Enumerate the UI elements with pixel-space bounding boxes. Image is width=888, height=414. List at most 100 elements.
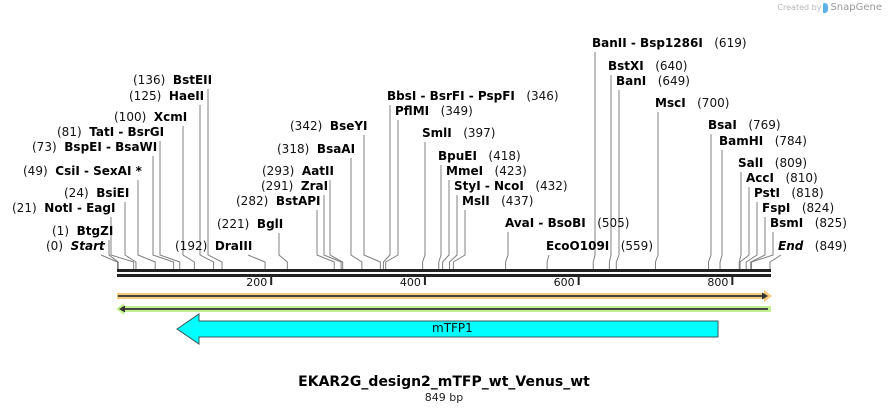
enzyme-site-label[interactable]: (21) NotI - EagI bbox=[12, 201, 115, 215]
enzyme-site-label[interactable]: BamHI (784) bbox=[719, 134, 807, 148]
site-position: (824) bbox=[801, 201, 835, 215]
site-enzyme-name: AvaI - BsoBI bbox=[505, 216, 586, 230]
enzyme-site-label[interactable]: (318) BsaAI bbox=[277, 142, 355, 156]
feature-mtfp1-arrow[interactable] bbox=[176, 313, 719, 345]
site-enzyme-name: XcmI bbox=[153, 110, 188, 124]
site-enzyme-name: MslI bbox=[462, 194, 490, 208]
site-position: (24) bbox=[64, 186, 89, 200]
snapgene-logo-icon bbox=[823, 2, 829, 13]
enzyme-site-label[interactable]: (291) ZraI bbox=[261, 179, 328, 193]
enzyme-site-label[interactable]: PflMI (349) bbox=[395, 104, 473, 118]
enzyme-site-label[interactable]: AvaI - BsoBI (505) bbox=[505, 216, 629, 230]
site-connector-line bbox=[363, 135, 381, 269]
enzyme-site-label[interactable]: MmeI (423) bbox=[446, 164, 527, 178]
site-position: (73) bbox=[32, 140, 57, 154]
site-connector-line bbox=[323, 195, 342, 269]
site-connector-line bbox=[152, 156, 175, 269]
site-enzyme-name: TatI - BsrGI bbox=[89, 125, 165, 139]
site-enzyme-name: MscI bbox=[655, 96, 686, 110]
site-enzyme-name: AccI bbox=[746, 171, 774, 185]
enzyme-site-label[interactable]: (192) DraIII bbox=[175, 239, 252, 253]
enzyme-site-label[interactable]: SmlI (397) bbox=[422, 126, 495, 140]
enzyme-site-label[interactable]: BbsI - BsrFI - PspFI (346) bbox=[387, 89, 559, 103]
site-enzyme-name: PstI bbox=[754, 186, 780, 200]
enzyme-site-label[interactable]: End (849) bbox=[778, 239, 847, 253]
site-position: (849) bbox=[814, 239, 848, 253]
site-position: (49) bbox=[23, 164, 48, 178]
site-connector-line bbox=[316, 210, 335, 269]
enzyme-site-label[interactable]: (24) BsiEI bbox=[64, 186, 129, 200]
enzyme-site-label[interactable]: (125) HaeII bbox=[129, 89, 204, 103]
ruler-tick-label: 600 bbox=[553, 276, 575, 289]
enzyme-site-label[interactable]: BpuEI (418) bbox=[438, 149, 521, 163]
site-connector-line bbox=[278, 233, 288, 269]
site-enzyme-name: PflMI bbox=[395, 104, 430, 118]
ruler-ticks bbox=[270, 277, 734, 285]
sequence-length: 849 bp bbox=[424, 391, 464, 404]
site-position: (291) bbox=[261, 179, 294, 193]
site-enzyme-name: BstXI bbox=[608, 59, 644, 73]
site-enzyme-name: BspEI - BsaWI bbox=[64, 140, 158, 154]
site-enzyme-name: EcoO109I bbox=[546, 239, 610, 253]
site-enzyme-name: End bbox=[778, 239, 804, 253]
site-enzyme-name: BtgZI bbox=[76, 224, 114, 238]
enzyme-site-label[interactable]: (100) XcmI bbox=[114, 110, 187, 124]
site-connector-line bbox=[137, 180, 156, 269]
orf-reverse[interactable] bbox=[116, 303, 771, 315]
enzyme-site-label[interactable]: SalI (809) bbox=[738, 156, 807, 170]
enzyme-site-label[interactable]: BsaI (769) bbox=[708, 118, 781, 132]
site-enzyme-name: BbsI - BsrFI - PspFI bbox=[387, 89, 515, 103]
site-connector-line bbox=[505, 232, 509, 269]
enzyme-site-label[interactable]: BsmI (825) bbox=[770, 216, 847, 230]
credit-prefix: Created by bbox=[777, 3, 822, 12]
site-connector-line bbox=[751, 232, 774, 269]
site-enzyme-name: Start bbox=[70, 239, 105, 253]
enzyme-site-label[interactable]: (49) CsiI - SexAI * bbox=[23, 164, 142, 178]
site-enzyme-name: BanII - Bsp1286I bbox=[592, 36, 703, 50]
orf-forward[interactable] bbox=[117, 290, 772, 302]
enzyme-site-label[interactable]: (1) BtgZI bbox=[52, 224, 113, 238]
enzyme-site-label[interactable]: MslI (437) bbox=[462, 194, 533, 208]
site-enzyme-name: BsaI bbox=[708, 118, 737, 132]
site-position: (293) bbox=[262, 164, 295, 178]
enzyme-site-label[interactable]: (73) BspEI - BsaWI bbox=[32, 140, 157, 154]
site-connector-line bbox=[199, 105, 215, 269]
site-position: (100) bbox=[114, 110, 147, 124]
site-enzyme-name: BstAPI bbox=[275, 194, 321, 208]
enzyme-site-label[interactable]: (136) BstEII bbox=[133, 73, 212, 87]
site-enzyme-name: BstEII bbox=[172, 73, 213, 87]
enzyme-site-label[interactable]: FspI (824) bbox=[762, 201, 834, 215]
backbone-bottom-strand bbox=[117, 274, 771, 277]
enzyme-site-label[interactable]: MscI (700) bbox=[655, 96, 729, 110]
site-position: (221) bbox=[217, 217, 250, 231]
site-connector-line bbox=[182, 126, 195, 269]
site-position: (649) bbox=[657, 74, 690, 88]
enzyme-site-label[interactable]: (293) AatII bbox=[262, 164, 334, 178]
enzyme-site-label[interactable]: AccI (810) bbox=[746, 171, 818, 185]
site-enzyme-name: CsiI - SexAI * bbox=[55, 164, 142, 178]
enzyme-site-label[interactable]: (342) BseYI bbox=[290, 119, 368, 133]
site-enzyme-name: BamHI bbox=[719, 134, 764, 148]
enzyme-site-label[interactable]: BanI (649) bbox=[616, 74, 690, 88]
site-enzyme-name: ZraI bbox=[300, 179, 329, 193]
enzyme-site-label[interactable]: (221) BglI bbox=[217, 217, 283, 231]
enzyme-site-label[interactable]: EcoO109I (559) bbox=[546, 239, 653, 253]
site-connector-line bbox=[449, 195, 458, 269]
site-connector-line bbox=[708, 134, 712, 269]
site-position: (418) bbox=[488, 149, 521, 163]
enzyme-site-label[interactable]: StyI - NcoI (432) bbox=[454, 179, 568, 193]
site-enzyme-name: StyI - NcoI bbox=[454, 179, 524, 193]
site-position: (397) bbox=[463, 126, 496, 140]
enzyme-site-label[interactable]: PstI (818) bbox=[754, 186, 824, 200]
enzyme-site-label[interactable]: (282) BstAPI bbox=[236, 194, 321, 208]
enzyme-site-label[interactable]: (81) TatI - BsrGI bbox=[57, 125, 164, 139]
feature-label-mtfp1[interactable]: mTFP1 bbox=[432, 321, 473, 335]
site-position: (700) bbox=[697, 96, 730, 110]
enzyme-site-label[interactable]: BstXI (640) bbox=[608, 59, 687, 73]
site-connector-line bbox=[438, 165, 442, 269]
site-connector-line bbox=[615, 90, 620, 269]
enzyme-site-label[interactable]: BanII - Bsp1286I (619) bbox=[592, 36, 747, 50]
enzyme-site-label[interactable]: (0) Start bbox=[46, 239, 105, 253]
site-enzyme-name: BseYI bbox=[329, 119, 368, 133]
